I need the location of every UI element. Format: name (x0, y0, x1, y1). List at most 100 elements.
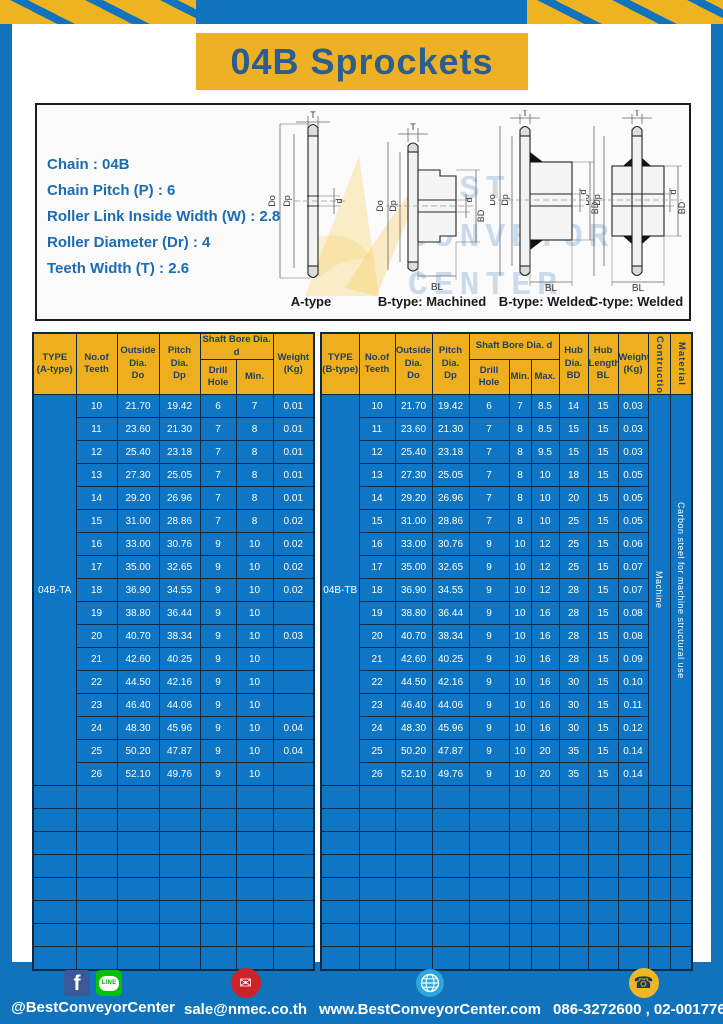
data-cell: 21.30 (431, 417, 470, 441)
social-handle[interactable]: @BestConveyorCenter (11, 999, 175, 1016)
phone-icon[interactable]: ☎ (628, 968, 659, 998)
data-cell: 7 (468, 486, 510, 510)
globe-icon[interactable] (415, 968, 445, 998)
footer-bar: f LINE @BestConveyorCenter ✉ sale@nmec.c… (0, 962, 723, 1024)
phone-text[interactable]: 086-3272600 , 02-0017766 (553, 1001, 723, 1018)
data-cell: 16 (530, 624, 560, 648)
facebook-icon[interactable]: f (64, 970, 90, 996)
data-cell: 0.01 (272, 486, 315, 510)
data-cell: 7 (468, 463, 510, 487)
data-cell: 16 (358, 532, 396, 556)
email-text[interactable]: sale@nmec.co.th (184, 1001, 308, 1018)
empty-cell (32, 900, 77, 924)
data-cell: 19 (75, 601, 118, 625)
data-cell: 29.20 (116, 486, 160, 510)
empty-cell (320, 831, 360, 855)
data-cell: 21.30 (158, 417, 201, 441)
data-cell: 49.76 (431, 762, 470, 786)
empty-cell (235, 831, 274, 855)
data-cell: 0.03 (617, 440, 649, 464)
data-cell: 17 (75, 555, 118, 579)
header-cell: Shaft Bore Dia. d (468, 332, 560, 360)
data-cell: 40.25 (431, 647, 470, 671)
empty-cell (320, 808, 360, 832)
data-cell: 28 (558, 578, 589, 602)
line-icon[interactable]: LINE (96, 970, 122, 996)
figure-label-c-welded: C-type: Welded (588, 294, 684, 309)
empty-cell (508, 831, 532, 855)
data-cell: 10 (235, 555, 274, 579)
footer-website[interactable]: www.BestConveyorCenter.com (319, 968, 541, 1018)
empty-cell (158, 923, 201, 947)
empty-cell (587, 923, 619, 947)
header-cell: TYPE (A-type) (32, 332, 77, 395)
empty-cell (358, 808, 396, 832)
data-cell: 25 (558, 509, 589, 533)
data-cell: 21.70 (116, 394, 160, 418)
spec-line: Chain Pitch (P) : 6 (47, 182, 176, 199)
spec-line: Roller Link Inside Width (W) : 2.8 (47, 208, 281, 225)
data-cell: 10 (508, 647, 532, 671)
empty-cell (530, 900, 560, 924)
header-cell: No.of Teeth (358, 332, 396, 395)
empty-cell (116, 785, 160, 809)
data-cell: 15 (587, 440, 619, 464)
data-cell: 34.55 (158, 578, 201, 602)
data-cell: 28 (558, 624, 589, 648)
data-cell: 10 (235, 693, 274, 717)
spec-line: Chain : 04B (47, 156, 130, 173)
empty-cell (32, 877, 77, 901)
empty-cell (558, 923, 589, 947)
type-cell: 04B-TA (32, 394, 77, 786)
empty-cell (272, 923, 315, 947)
data-cell: 15 (587, 739, 619, 763)
email-icon[interactable]: ✉ (230, 968, 261, 998)
data-cell: 46.40 (116, 693, 160, 717)
data-cell: 20 (75, 624, 118, 648)
data-cell: 47.87 (431, 739, 470, 763)
empty-cell (587, 900, 619, 924)
dim-label-do: Do (586, 194, 591, 206)
dim-label-dp: Dp (592, 194, 602, 206)
figure-label-b-machined: B-type: Machined (377, 294, 487, 309)
data-cell: 0.03 (617, 394, 649, 418)
data-cell: 50.20 (394, 739, 433, 763)
data-cell: 23.18 (431, 440, 470, 464)
data-cell (272, 670, 315, 694)
data-cell: 16 (530, 601, 560, 625)
data-cell: 9 (468, 532, 510, 556)
data-cell: 14 (358, 486, 396, 510)
data-cell: 0.05 (617, 486, 649, 510)
data-cell: 42.16 (431, 670, 470, 694)
data-cell: 9 (468, 647, 510, 671)
data-cell: 9 (199, 693, 237, 717)
website-text[interactable]: www.BestConveyorCenter.com (319, 1001, 542, 1018)
data-cell: 24 (75, 716, 118, 740)
empty-cell (558, 785, 589, 809)
data-cell: 29.20 (394, 486, 433, 510)
data-cell: 0.01 (272, 463, 315, 487)
data-cell: 23.60 (394, 417, 433, 441)
empty-cell (32, 923, 77, 947)
data-cell: 9 (468, 555, 510, 579)
data-cell: 23 (358, 693, 396, 717)
data-cell: 11 (358, 417, 396, 441)
data-cell: 10 (508, 624, 532, 648)
data-cell: 10 (508, 555, 532, 579)
footer-email[interactable]: ✉ sale@nmec.co.th (184, 968, 307, 1018)
data-cell: 9 (468, 601, 510, 625)
data-cell: 0.02 (272, 532, 315, 556)
data-cell: 6 (199, 394, 237, 418)
footer-social[interactable]: f LINE @BestConveyorCenter (11, 970, 175, 1016)
header-cell: No.of Teeth (75, 332, 118, 395)
footer-phone[interactable]: ☎ 086-3272600 , 02-0017766 (553, 968, 723, 1018)
data-cell: 28 (558, 601, 589, 625)
empty-cell (158, 946, 201, 971)
data-cell: 0.05 (617, 509, 649, 533)
data-cell: 25 (358, 739, 396, 763)
data-cell: 15 (587, 532, 619, 556)
empty-cell (158, 785, 201, 809)
empty-cell (394, 831, 433, 855)
data-cell: 21 (358, 647, 396, 671)
empty-cell (199, 900, 237, 924)
